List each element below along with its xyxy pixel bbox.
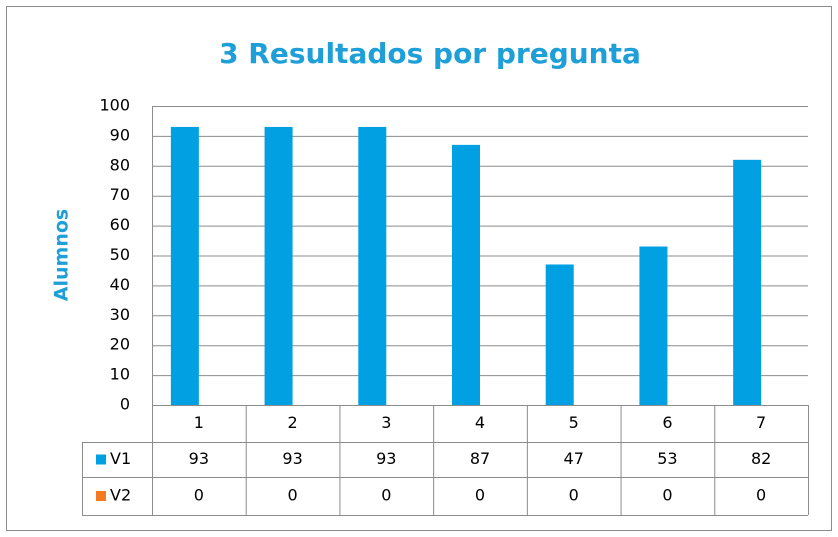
bar <box>545 264 574 405</box>
y-tick-label: 60 <box>110 215 130 234</box>
y-tick-label: 70 <box>110 185 130 204</box>
y-tick-label: 90 <box>110 125 130 144</box>
x-tick-label: 7 <box>756 413 766 432</box>
table-value: 93 <box>282 449 302 468</box>
table-value: 0 <box>194 486 204 505</box>
y-tick-label: 50 <box>110 245 130 264</box>
x-tick-label: 4 <box>475 413 485 432</box>
bar <box>452 144 480 405</box>
table-value: 93 <box>189 449 209 468</box>
legend-key <box>96 491 106 501</box>
y-tick-label: 30 <box>110 305 130 324</box>
bar <box>358 126 387 406</box>
table-value: 53 <box>657 449 677 468</box>
y-tick-label: 20 <box>110 335 130 354</box>
y-tick-label: 10 <box>110 365 130 384</box>
chart-title: 3 Resultados por pregunta <box>219 37 641 70</box>
x-tick-label: 3 <box>381 413 391 432</box>
table-value: 0 <box>569 486 579 505</box>
legend-key <box>96 454 106 465</box>
x-tick-label: 1 <box>194 413 204 432</box>
y-tick-label: 0 <box>120 395 130 414</box>
y-axis-label: Alumnos <box>51 209 73 301</box>
y-tick-label: 80 <box>110 155 130 174</box>
bar <box>170 126 199 406</box>
table-value: 82 <box>751 449 771 468</box>
table-value: 47 <box>564 449 584 468</box>
bar <box>264 126 293 406</box>
x-tick-label: 6 <box>662 413 672 432</box>
x-tick-label: 5 <box>569 413 579 432</box>
y-tick-label: 40 <box>110 275 130 294</box>
legend-label: V2 <box>110 486 131 505</box>
table-value: 0 <box>662 486 672 505</box>
x-tick-label: 2 <box>287 413 297 432</box>
table-value: 87 <box>470 449 490 468</box>
table-value: 0 <box>381 486 391 505</box>
y-tick-label: 100 <box>99 96 130 115</box>
table-value: 0 <box>475 486 485 505</box>
chart-border <box>6 6 832 531</box>
legend-label: V1 <box>110 449 131 468</box>
table-value: 0 <box>756 486 766 505</box>
table-value: 93 <box>376 449 396 468</box>
bar <box>733 159 762 405</box>
table-value: 0 <box>287 486 297 505</box>
bar <box>639 246 668 405</box>
